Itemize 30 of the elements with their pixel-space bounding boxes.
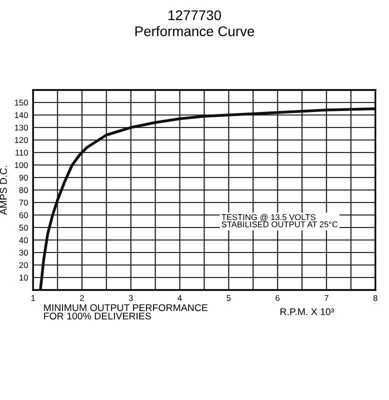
x-tick-label: 5 bbox=[226, 295, 231, 301]
x-tick-label: 2 bbox=[80, 295, 84, 301]
y-tick-label: 30 bbox=[19, 250, 28, 256]
y-axis-title: AMPS D.C. bbox=[0, 166, 7, 215]
x-tick-label: 8 bbox=[373, 295, 378, 301]
x-tick-label: 3 bbox=[128, 295, 133, 301]
line-series bbox=[39, 107, 376, 290]
y-tick-label: 140 bbox=[14, 112, 28, 118]
annotation: TESTING @ 13.5 VOLTS STABILISED OUTPUT AT 25°C bbox=[222, 214, 338, 228]
text: MINIMUM OUTPUT PERFORMANCE FOR 100% DELIVERIES bbox=[44, 304, 208, 320]
y-tick-label: 50 bbox=[19, 224, 28, 231]
y-tick-label: 40 bbox=[19, 237, 28, 244]
x-axis-title: R.P.M. X 10³ bbox=[280, 308, 334, 316]
y-tick-label: 150 bbox=[14, 100, 28, 106]
y-tick-label: 110 bbox=[16, 150, 28, 156]
x-tick-label: 6 bbox=[276, 295, 280, 301]
x-tick-label: 4 bbox=[178, 295, 182, 301]
y-tick-label: 20 bbox=[19, 262, 28, 268]
chart-subtitle: Performance Curve bbox=[135, 26, 254, 36]
y-tick-label: 80 bbox=[19, 187, 28, 194]
y-tick-label: 120 bbox=[14, 137, 28, 144]
y-tick-label: 100 bbox=[14, 162, 28, 168]
y-tick-label: 60 bbox=[19, 212, 28, 218]
chart-title: 1277730 bbox=[168, 10, 221, 20]
y-tick-label: 130 bbox=[14, 124, 28, 131]
y-tick-label: 10 bbox=[20, 274, 28, 281]
y-tick-label: 90 bbox=[19, 174, 28, 181]
y-tick-label: 70 bbox=[19, 200, 28, 206]
x-tick-label: 7 bbox=[324, 295, 328, 301]
x-tick-label: 1 bbox=[31, 295, 35, 301]
